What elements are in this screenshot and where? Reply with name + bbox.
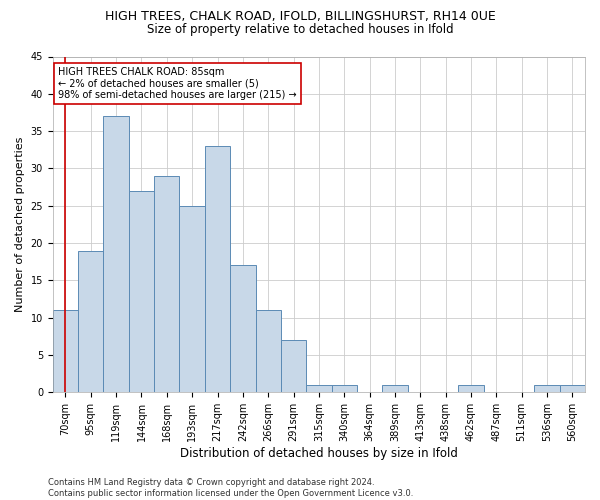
Bar: [179, 206, 205, 392]
Bar: [535, 385, 560, 392]
Bar: [382, 385, 407, 392]
Bar: [103, 116, 129, 392]
Bar: [458, 385, 484, 392]
Text: Size of property relative to detached houses in Ifold: Size of property relative to detached ho…: [146, 22, 454, 36]
Bar: [53, 310, 78, 392]
Text: HIGH TREES CHALK ROAD: 85sqm
← 2% of detached houses are smaller (5)
98% of semi: HIGH TREES CHALK ROAD: 85sqm ← 2% of det…: [58, 66, 297, 100]
Bar: [230, 266, 256, 392]
Bar: [281, 340, 306, 392]
Bar: [154, 176, 179, 392]
X-axis label: Distribution of detached houses by size in Ifold: Distribution of detached houses by size …: [180, 447, 458, 460]
Y-axis label: Number of detached properties: Number of detached properties: [15, 136, 25, 312]
Bar: [256, 310, 281, 392]
Bar: [129, 191, 154, 392]
Bar: [560, 385, 585, 392]
Bar: [306, 385, 332, 392]
Bar: [332, 385, 357, 392]
Bar: [78, 250, 103, 392]
Text: HIGH TREES, CHALK ROAD, IFOLD, BILLINGSHURST, RH14 0UE: HIGH TREES, CHALK ROAD, IFOLD, BILLINGSH…: [104, 10, 496, 23]
Bar: [205, 146, 230, 392]
Text: Contains HM Land Registry data © Crown copyright and database right 2024.
Contai: Contains HM Land Registry data © Crown c…: [48, 478, 413, 498]
